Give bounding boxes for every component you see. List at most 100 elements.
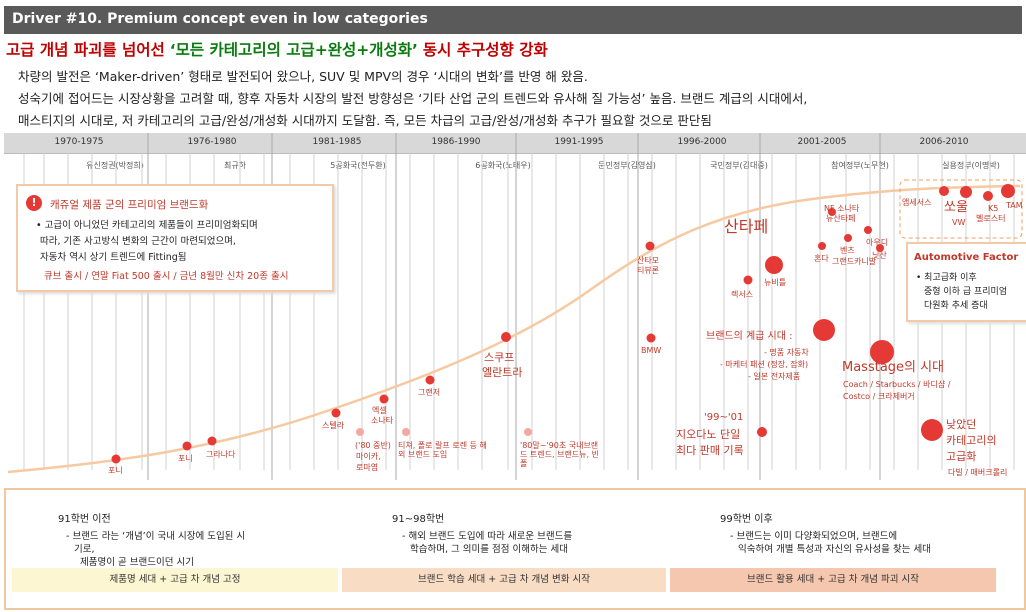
- headline-quote: ‘모든 카테고리의 고급+완성+개성화’: [169, 41, 418, 59]
- period-label: 1996-2000: [677, 137, 727, 147]
- car-label-premium: 벨로스터: [976, 214, 1006, 223]
- car-label-elantra: 엘란트라: [482, 366, 523, 379]
- marker-audi: [864, 226, 872, 234]
- exclamation-icon: !: [26, 195, 42, 211]
- government-label: 최규하: [223, 161, 247, 170]
- casual-callout-text: • 고급이 아니었던 카테고리의 제품들이 프리미엄화되며 따라, 기존 사고방…: [36, 218, 258, 266]
- car-label-new-santafe: 뉴산타페: [826, 214, 856, 223]
- headline-lead: 고급 개념 파괴를 넘어선: [6, 41, 165, 59]
- marker-scoupe: [501, 332, 511, 342]
- faded-markers: [356, 428, 532, 436]
- generation-line: - 브랜드는 이미 다양화되었으며, 브랜드에: [730, 531, 898, 542]
- car-label-santafe: 산타페: [724, 217, 769, 236]
- car-label-pony2: 포니: [178, 454, 193, 463]
- marker-santamo: [645, 241, 655, 251]
- automotive-factor-title: Automotive Factor: [914, 252, 1019, 263]
- marker-pony: [111, 454, 121, 464]
- marker-nf-sonata: [828, 208, 836, 216]
- car-label-bmw: BMW: [641, 346, 662, 355]
- vertical-gridlines: [23, 153, 1015, 470]
- generation-bar: 브랜드 학습 세대 + 고급 차 개념 변화 시작: [342, 568, 666, 592]
- marker-nissan: [876, 244, 884, 252]
- marker-prestige: [939, 186, 949, 196]
- car-label-santamo: 산타모: [637, 256, 660, 265]
- generation-title: 99학번 이후: [720, 514, 773, 525]
- marker-honda: [818, 242, 826, 250]
- period-label: 1976-1980: [187, 137, 237, 147]
- marker-benz: [844, 234, 852, 242]
- period-label: 1970-1975: [54, 137, 104, 147]
- headline: 고급 개념 파괴를 넘어선 ‘모든 카테고리의 고급+완성+개성화’ 동시 추구…: [6, 38, 548, 60]
- generation-line: - 해외 브랜드 도입에 따라 새로운 브랜드를: [402, 531, 573, 542]
- car-label-vw: VW: [952, 218, 966, 227]
- automotive-factor-line: 중형 이하 급 프리미엄: [924, 287, 1008, 297]
- car-label-grandcarnival: 그랜드카니발: [832, 257, 877, 266]
- giordano-year: '99~'01: [704, 412, 744, 423]
- car-label-newbeetle: 뉴비틀: [764, 278, 787, 287]
- marker-low-category: [921, 419, 943, 441]
- casual-callout-line: 자동차 역시 상기 트렌드에 Fitting됨: [40, 252, 187, 263]
- marker-lexus: [743, 275, 753, 285]
- car-label-80s: ('80 중반): [355, 441, 391, 450]
- marker-brand-class: [813, 319, 835, 341]
- low-category-line-1: 낮았던: [946, 418, 977, 431]
- car-label-k5: K5: [988, 204, 999, 213]
- marker-newbeetle: [765, 256, 783, 274]
- marker-bmw: [646, 333, 656, 343]
- generation-title: 91~98학번: [392, 514, 445, 525]
- government-label: 유신정권(박정희): [86, 161, 144, 170]
- giordano-line-2: 최다 판매 기록: [676, 444, 744, 457]
- marker-stellar: [331, 408, 341, 418]
- car-label-80s-3: 로마엽: [356, 463, 379, 472]
- casual-callout-highlight: 큐브 출시 / 연말 Fiat 500 출시 / 금년 8월만 신차 20종 출…: [44, 271, 289, 282]
- car-label-pony: 포니: [108, 466, 123, 475]
- automotive-factor-text: • 최고급화 이후 중형 이하 급 프리미엄 다원화 추세 증대: [916, 271, 1007, 313]
- automotive-factor-line: 다원화 추세 증대: [924, 301, 988, 311]
- title-bar: Driver #10. Premium concept even in low …: [4, 6, 1022, 34]
- car-label-stellar: 스텔라: [322, 421, 345, 430]
- casual-callout-title: 캐쥬얼 제품 군의 프리미엄 브랜드화: [50, 199, 209, 211]
- low-category-line-3: 고급화: [946, 450, 977, 463]
- masstige-item: Coach / Starbucks / 바디샵 /: [843, 380, 951, 389]
- giordano-line-1: 지오다노 단일: [676, 428, 741, 441]
- generation-panel: 91학번 이전 - 브랜드 라는 ‘개념’이 국내 시장에 도입된 시 기로, …: [4, 488, 1026, 610]
- imports-annotation: 티쳐, 폴로 랄프 로렌 등 해외 브랜드 도입: [398, 441, 487, 460]
- period-label: 2006-2010: [919, 137, 969, 147]
- low-category-line-2: 카테고리의: [946, 434, 997, 447]
- marker-pony2: [182, 441, 192, 451]
- government-label: 6공화국(노태우): [475, 161, 531, 170]
- car-label-lexus: 렉서스: [731, 290, 754, 299]
- car-label-scoupe: 스쿠프: [484, 351, 515, 364]
- headline-tail: 동시 추구성향 강화: [422, 41, 548, 59]
- brand-class-item: - 명품 자동차: [764, 348, 809, 357]
- marker-excel: [379, 394, 389, 404]
- marker-k5: [983, 191, 993, 201]
- generation-bar: 브랜드 활용 세대 + 고급 차 개념 파괴 시작: [670, 568, 996, 592]
- car-label-soul: 쏘울: [944, 200, 968, 215]
- low-category-items: 다빌 / 매버크롤리: [948, 468, 1008, 477]
- page-title: Driver #10. Premium concept even in low …: [12, 11, 428, 27]
- recent-premium-frame: [899, 179, 1023, 239]
- marker-giordano: [757, 427, 767, 437]
- car-label-honda: 혼다: [814, 254, 829, 263]
- generation-line: 학습하며, 그 의미를 점점 이해하는 세대: [410, 544, 568, 555]
- government-label: 5공화국(전두환): [330, 161, 386, 170]
- car-label-benz: 벤츠: [840, 246, 855, 255]
- generation-line: - 브랜드 라는 ‘개념’이 국내 시장에 도입된 시: [66, 531, 246, 542]
- generation-text: - 브랜드 라는 ‘개념’이 국내 시장에 도입된 시 기로, 제품명이 곧 브…: [66, 530, 245, 569]
- marker-imports-faded: [402, 428, 410, 436]
- marker-80s-faded: [356, 428, 364, 436]
- casual-callout-line: 따라, 기존 사고방식 변화의 근간이 마련되었으며,: [40, 236, 236, 247]
- car-label-tiburon: 티뷰론: [637, 266, 660, 275]
- period-label: 1991-1995: [554, 137, 604, 147]
- generation-title: 91학번 이전: [58, 514, 111, 525]
- government-label: 국민정부(김대중): [710, 161, 768, 170]
- generation-text: - 해외 브랜드 도입에 따라 새로운 브랜드를 학습하며, 그 의미를 점점 …: [402, 530, 572, 556]
- car-label-granada: 그라나다: [206, 450, 236, 459]
- generation-bar: 제품명 세대 + 고급 차 개념 고정: [12, 568, 338, 592]
- period-label: 1986-1990: [431, 137, 481, 147]
- car-label-grandeur: 그랜저: [418, 388, 441, 397]
- brand-class-item: - 일본 전자제품: [748, 372, 801, 381]
- automotive-factor-callout: Automotive Factor • 최고급화 이후 중형 이하 급 프리미엄…: [906, 242, 1026, 322]
